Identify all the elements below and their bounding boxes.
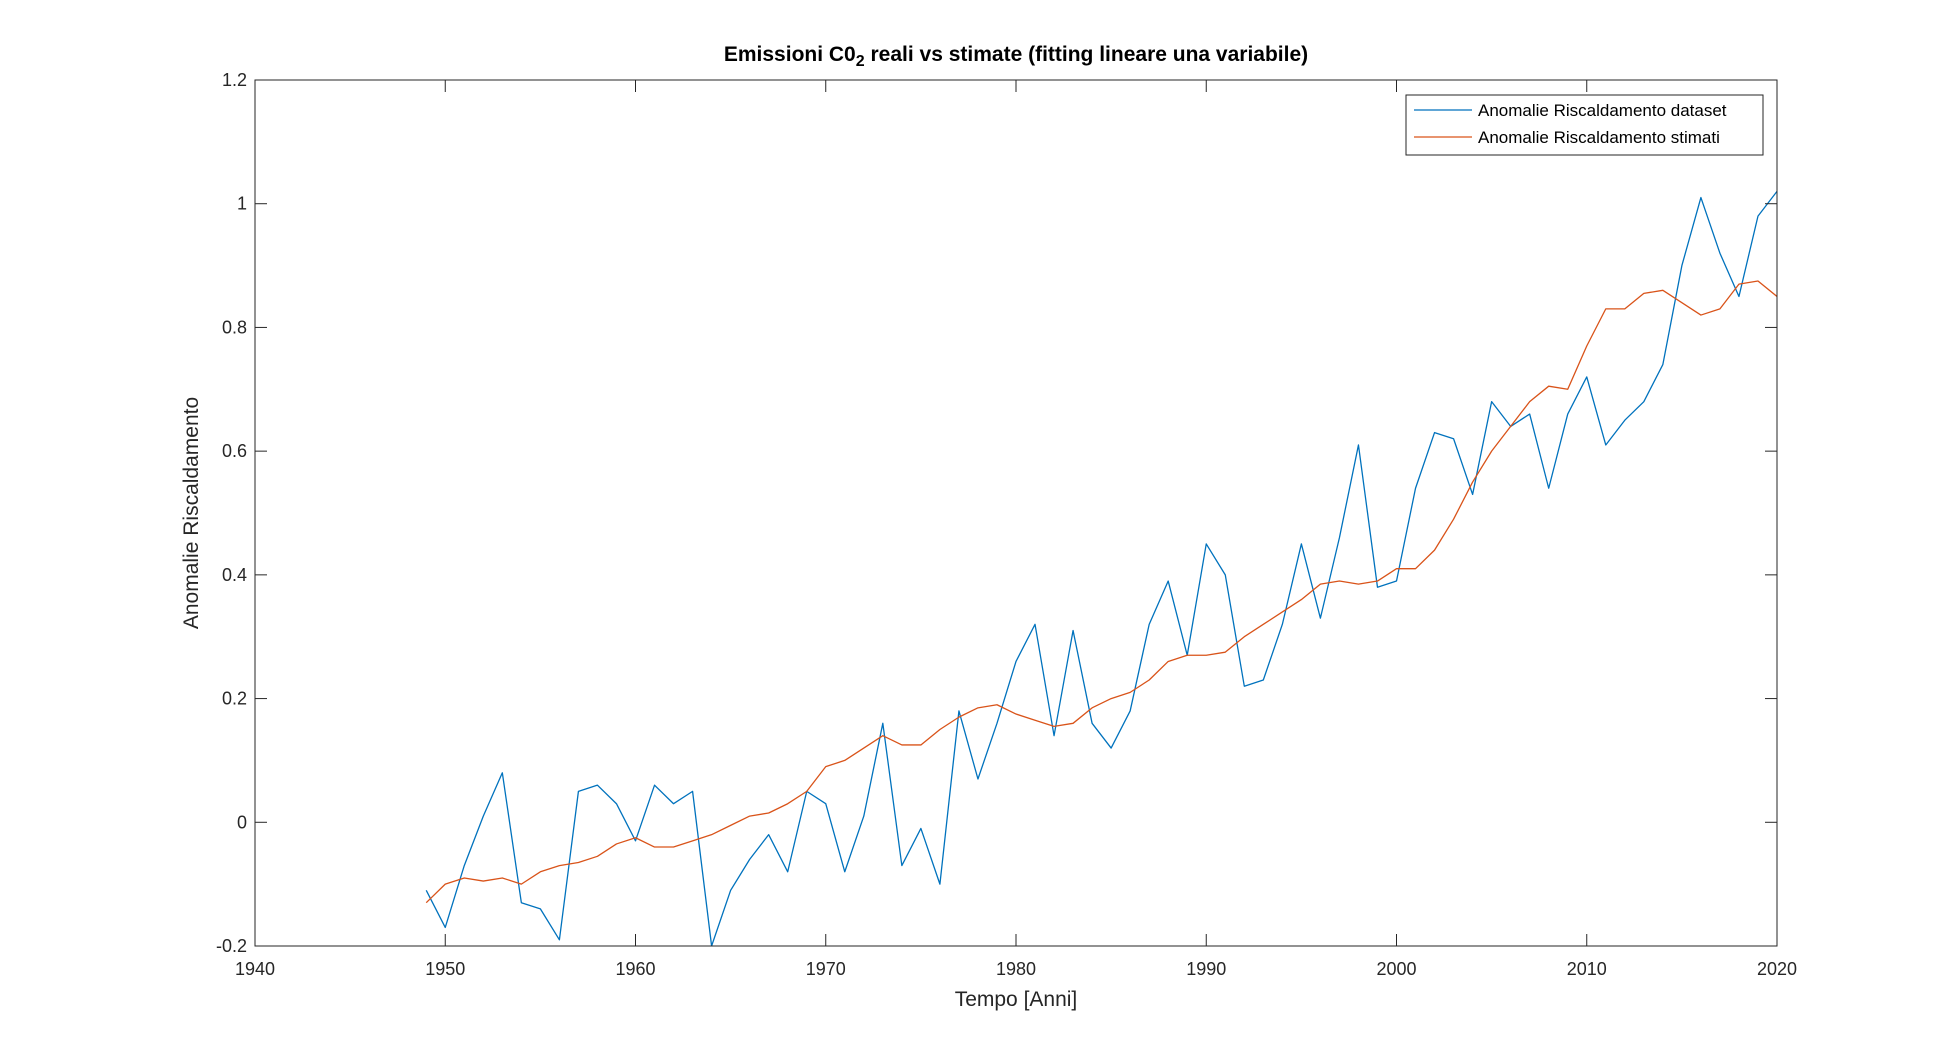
chart-title-prefix: Emissioni C0: [724, 43, 856, 66]
y-tick-label: 0.6: [222, 441, 247, 461]
y-axis-label: Anomalie Riscaldamento: [180, 397, 203, 629]
x-tick-label: 1950: [425, 959, 465, 979]
y-tick-label: -0.2: [216, 936, 247, 956]
series-line-dataset: [425, 190, 1777, 946]
chart-title: Emissioni C02 reali vs stimate (fitting …: [724, 43, 1308, 70]
legend: Anomalie Riscaldamento dataset Anomalie …: [1405, 94, 1764, 156]
legend-entry-dataset: Anomalie Riscaldamento dataset: [1478, 101, 1727, 120]
y-tick-label: 1: [237, 194, 247, 214]
plot-area: [255, 80, 1777, 946]
y-tick-label: 0.8: [222, 317, 247, 337]
x-tick-label: 1970: [806, 959, 846, 979]
x-tick-label: 1960: [615, 959, 655, 979]
x-tick-label: 2000: [1376, 959, 1416, 979]
x-tick-label: 1990: [1186, 959, 1226, 979]
x-axis-label: Tempo [Anni]: [955, 988, 1078, 1011]
series-line-stimati: [425, 280, 1777, 904]
x-tick-label: 1940: [235, 959, 275, 979]
x-tick-label: 2010: [1567, 959, 1607, 979]
y-tick-label: 0.4: [222, 565, 247, 585]
chart-title-subscript: 2: [856, 53, 865, 70]
legend-entry-stimati: Anomalie Riscaldamento stimati: [1478, 128, 1720, 147]
y-tick-label: 0.2: [222, 689, 247, 709]
y-tick-label: 1.2: [222, 70, 247, 90]
x-tick-label: 2020: [1757, 959, 1797, 979]
y-tick-label: 0: [237, 812, 247, 832]
x-tick-label: 1980: [996, 959, 1036, 979]
legend-box: [1405, 94, 1764, 156]
chart-title-suffix: reali vs stimate (fitting lineare una va…: [865, 43, 1308, 66]
